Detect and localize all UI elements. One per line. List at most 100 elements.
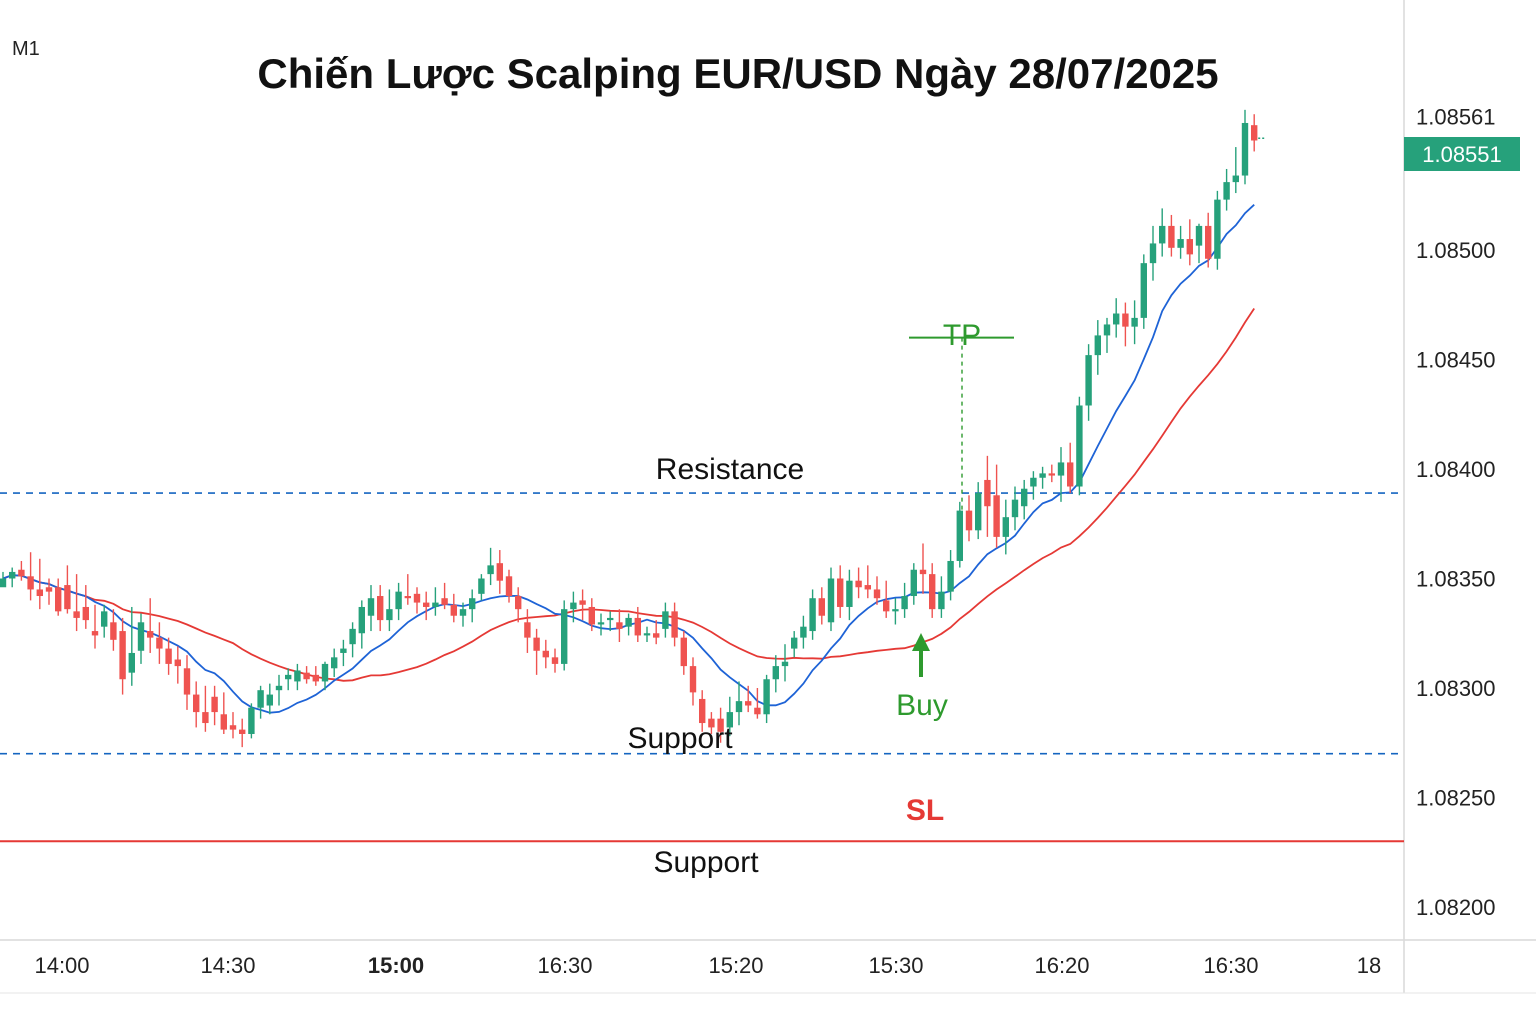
candle xyxy=(36,558,43,610)
candle-body xyxy=(1021,488,1028,507)
candle-body xyxy=(625,617,632,627)
candle xyxy=(1021,479,1028,520)
candle-body xyxy=(1195,225,1203,246)
candle-body xyxy=(873,589,881,599)
candle-body xyxy=(616,622,623,629)
price-tick-label: 1.08250 xyxy=(1416,786,1496,811)
candle xyxy=(340,639,347,667)
resistance-label: Resistance xyxy=(656,453,804,486)
candle-body xyxy=(478,578,485,594)
candle-body xyxy=(137,622,145,651)
candle xyxy=(505,569,513,603)
candle-body xyxy=(36,589,43,597)
candle-body xyxy=(956,510,963,561)
candle xyxy=(450,593,457,623)
candle xyxy=(616,609,623,643)
candle xyxy=(1131,300,1138,345)
candle-body xyxy=(1030,477,1037,487)
price-tick-label: 1.08500 xyxy=(1416,238,1496,263)
candle-body xyxy=(413,593,421,603)
candle-body xyxy=(1067,462,1074,487)
candle xyxy=(404,574,411,605)
candle xyxy=(487,547,494,586)
candle-body xyxy=(294,670,301,682)
candle-body xyxy=(689,666,697,693)
candle xyxy=(229,712,237,739)
candle-body xyxy=(193,694,200,713)
candle xyxy=(699,690,706,732)
candle-body xyxy=(772,666,779,680)
time-tick-label: 16:30 xyxy=(1203,953,1258,978)
candle xyxy=(395,582,402,621)
candle xyxy=(91,604,99,649)
candle xyxy=(993,464,1000,548)
candle-body xyxy=(349,628,356,645)
candle xyxy=(119,617,126,695)
current-price-value: 1.08551 xyxy=(1422,142,1502,167)
candle-body xyxy=(395,591,402,610)
candle-body xyxy=(1223,182,1230,200)
candle xyxy=(459,602,467,627)
candle-body xyxy=(45,587,53,592)
candle-body xyxy=(165,648,172,664)
candle-body xyxy=(101,611,108,627)
candle-body xyxy=(864,585,871,590)
candle xyxy=(478,574,485,601)
candle xyxy=(156,622,163,664)
candle xyxy=(597,613,605,636)
candle xyxy=(1205,212,1212,268)
candle xyxy=(1067,442,1074,494)
candle xyxy=(1011,486,1019,531)
candle xyxy=(220,692,227,734)
candle-body xyxy=(1002,517,1009,537)
candle xyxy=(910,563,917,605)
candle xyxy=(809,589,816,640)
candle-body xyxy=(1205,225,1212,259)
candle-body xyxy=(202,712,209,724)
slow-moving-average-line xyxy=(2,308,1255,682)
candle xyxy=(413,587,421,614)
candle xyxy=(1103,317,1111,353)
price-tick-label: 1.08400 xyxy=(1416,457,1496,482)
candle xyxy=(1057,447,1065,502)
candle xyxy=(386,589,393,632)
candle xyxy=(27,552,34,601)
candle xyxy=(101,604,108,638)
candle xyxy=(64,565,71,614)
candle xyxy=(708,712,715,734)
candle xyxy=(45,578,53,605)
candle-body xyxy=(303,672,310,680)
candle-body xyxy=(64,585,71,610)
candle-body xyxy=(524,622,531,638)
candle xyxy=(257,685,264,719)
candle-body xyxy=(699,698,706,724)
candle xyxy=(588,598,595,632)
time-tick-label: 18 xyxy=(1357,953,1381,978)
candle-body xyxy=(1085,355,1092,406)
candle-body xyxy=(266,694,273,706)
candle-body xyxy=(653,633,660,638)
time-tick-label: 15:30 xyxy=(868,953,923,978)
candle-body xyxy=(910,569,917,597)
candle-body xyxy=(9,571,16,579)
candle xyxy=(864,565,871,599)
candle-body xyxy=(965,510,973,531)
candle xyxy=(1085,344,1092,421)
candle xyxy=(239,718,246,748)
candle xyxy=(1223,168,1230,211)
candle xyxy=(855,567,862,599)
candle xyxy=(965,495,973,542)
candle-body xyxy=(505,576,513,597)
candle-body xyxy=(55,587,62,612)
candle xyxy=(551,648,559,673)
candle-body xyxy=(239,729,246,734)
candle-body xyxy=(634,617,641,636)
candle xyxy=(285,668,292,691)
candle xyxy=(929,563,936,618)
candle xyxy=(147,598,154,653)
candle-body xyxy=(331,657,338,669)
candle xyxy=(1159,208,1166,257)
candle xyxy=(634,606,641,643)
candle xyxy=(607,611,614,632)
take-profit-label: TP xyxy=(943,319,981,352)
